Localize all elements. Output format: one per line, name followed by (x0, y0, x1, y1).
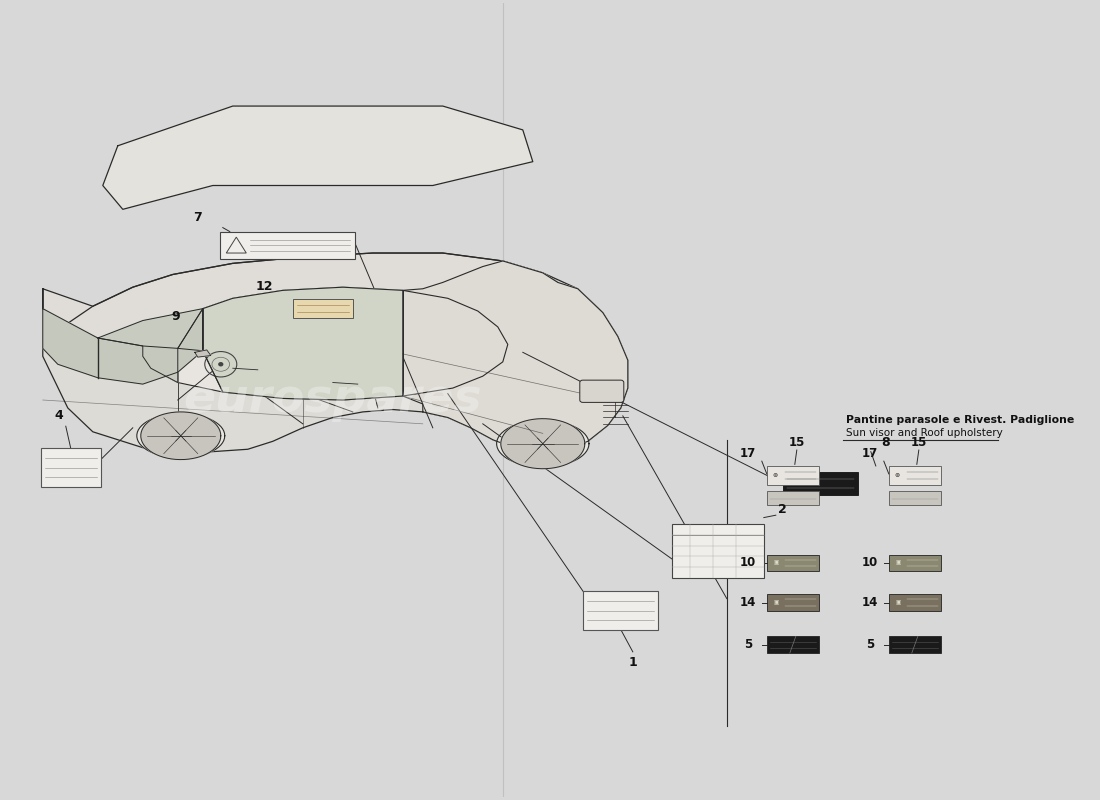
Text: ⊗: ⊗ (894, 473, 900, 478)
Text: 14: 14 (861, 596, 878, 609)
Text: 5: 5 (744, 638, 752, 651)
Text: ▣: ▣ (773, 600, 779, 605)
Text: 8: 8 (881, 436, 890, 449)
FancyBboxPatch shape (583, 591, 658, 630)
Text: 1: 1 (628, 656, 637, 669)
Text: 9: 9 (172, 310, 180, 323)
Polygon shape (141, 412, 221, 459)
Text: 15: 15 (911, 436, 927, 449)
FancyBboxPatch shape (41, 449, 101, 486)
FancyBboxPatch shape (672, 524, 763, 578)
FancyBboxPatch shape (767, 554, 818, 571)
FancyBboxPatch shape (293, 299, 353, 318)
Text: 17: 17 (739, 446, 756, 460)
Text: 5: 5 (866, 638, 873, 651)
Polygon shape (143, 287, 508, 400)
Text: ▣: ▣ (895, 600, 901, 605)
FancyBboxPatch shape (580, 380, 624, 402)
Polygon shape (43, 253, 558, 354)
FancyBboxPatch shape (889, 490, 940, 505)
Polygon shape (500, 418, 585, 469)
FancyBboxPatch shape (220, 231, 355, 258)
Text: ⊗: ⊗ (772, 473, 778, 478)
Polygon shape (195, 350, 211, 357)
Text: 10: 10 (739, 556, 756, 570)
Text: Sun visor and Roof upholstery: Sun visor and Roof upholstery (846, 428, 1002, 438)
Text: 17: 17 (861, 446, 878, 460)
Polygon shape (202, 287, 403, 400)
Text: 12: 12 (256, 280, 274, 293)
Text: eurospares: eurospares (184, 378, 482, 422)
Text: ▣: ▣ (773, 560, 779, 566)
FancyBboxPatch shape (889, 636, 940, 653)
FancyBboxPatch shape (767, 466, 818, 485)
Polygon shape (98, 309, 202, 382)
FancyBboxPatch shape (767, 594, 818, 611)
FancyBboxPatch shape (889, 466, 940, 485)
Text: 14: 14 (739, 596, 756, 609)
Circle shape (219, 362, 222, 366)
Text: Pantine parasole e Rivest. Padiglione: Pantine parasole e Rivest. Padiglione (846, 415, 1074, 426)
FancyBboxPatch shape (767, 636, 818, 653)
Polygon shape (136, 414, 224, 458)
FancyBboxPatch shape (767, 490, 818, 505)
Polygon shape (497, 420, 588, 467)
Polygon shape (102, 106, 532, 210)
FancyBboxPatch shape (889, 594, 940, 611)
Text: 15: 15 (789, 436, 805, 449)
Polygon shape (403, 261, 628, 452)
Text: 2: 2 (779, 503, 788, 516)
Text: 10: 10 (861, 556, 878, 570)
Text: 7: 7 (194, 210, 202, 224)
FancyBboxPatch shape (783, 472, 858, 494)
Text: 4: 4 (54, 410, 63, 422)
Polygon shape (43, 253, 628, 452)
Text: ▣: ▣ (895, 560, 901, 566)
FancyBboxPatch shape (889, 554, 940, 571)
Polygon shape (43, 309, 202, 384)
